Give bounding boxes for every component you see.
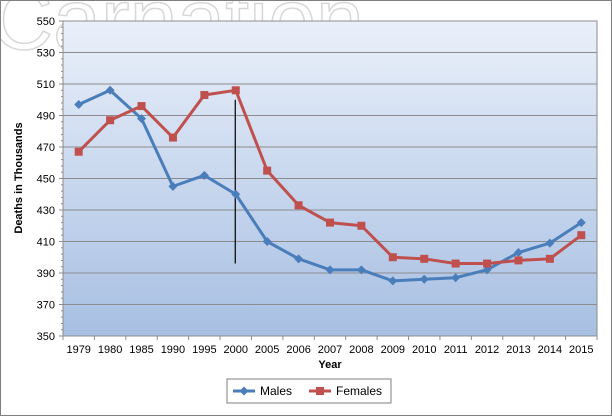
data-point-females: [74, 147, 83, 156]
x-tick-label: 2013: [506, 344, 530, 356]
legend-label-females: Females: [336, 384, 382, 398]
data-point-males: [74, 99, 84, 109]
data-point-males: [325, 265, 335, 275]
data-point-females: [263, 166, 272, 175]
y-axis: 350 370 390 410 430 450 470 490 510 530 550: [37, 16, 63, 343]
y-tick-label: 510: [37, 79, 55, 91]
data-point-males: [419, 274, 429, 284]
x-tick-label: 1979: [66, 344, 90, 356]
data-point-females: [577, 231, 586, 240]
data-point-males: [199, 170, 209, 180]
data-point-males: [482, 265, 492, 275]
data-point-females: [357, 221, 366, 230]
y-tick-label: 470: [37, 142, 55, 154]
data-point-males: [356, 265, 366, 275]
data-point-females: [514, 256, 523, 265]
x-tick-label: 2015: [569, 344, 593, 356]
data-point-females: [420, 254, 429, 263]
data-point-males: [451, 273, 461, 283]
data-point-females: [168, 133, 177, 142]
data-point-males: [513, 248, 523, 258]
data-point-males: [262, 237, 272, 246]
data-point-females: [388, 253, 397, 262]
y-axis-title: Deaths in Thousands: [13, 122, 25, 233]
x-tick-label: 2012: [475, 344, 499, 356]
data-point-females: [231, 86, 240, 95]
legend-marker-females: [316, 387, 324, 395]
data-point-males: [576, 218, 586, 228]
x-tick-label: 2010: [412, 344, 436, 356]
y-tick-label: 490: [37, 111, 55, 123]
data-point-females: [200, 91, 209, 100]
data-point-males: [294, 254, 304, 264]
legend-label-males: Males: [260, 384, 292, 398]
y-tick-label: 550: [37, 16, 55, 28]
x-tick-label: 2000: [224, 344, 248, 356]
data-point-males: [137, 114, 147, 124]
y-tick-label: 410: [37, 237, 55, 249]
data-point-females: [137, 102, 146, 111]
x-tick-label: 1980: [98, 344, 122, 356]
data-point-males: [168, 181, 178, 191]
series-males: [74, 85, 586, 286]
data-point-males: [231, 189, 241, 199]
data-point-females: [483, 259, 492, 268]
x-tick-label: 1985: [129, 344, 153, 356]
data-point-males: [105, 85, 115, 95]
x-tick-label: 2009: [381, 344, 405, 356]
data-point-females: [545, 254, 554, 263]
x-tick-label: 2014: [538, 344, 562, 356]
data-point-males: [545, 238, 555, 248]
y-tick-label: 370: [37, 300, 55, 312]
x-tick-label: 1990: [161, 344, 185, 356]
series-females: [74, 86, 586, 268]
legend-marker-males: [239, 386, 249, 396]
data-point-males: [388, 276, 398, 286]
x-tick-label: 2008: [349, 344, 373, 356]
x-tick-label: 2007: [318, 344, 342, 356]
data-point-females: [294, 201, 303, 210]
data-point-females: [451, 259, 460, 268]
x-axis-title: Year: [318, 359, 342, 371]
series-layer: [74, 85, 586, 286]
x-tick-label: 1995: [192, 344, 216, 356]
y-tick-label: 430: [37, 205, 55, 217]
x-axis: 1979 1980 1985 1990 1995 2000 2005 2006 2007 2008…: [62, 336, 598, 356]
y-tick-label: 390: [37, 268, 55, 280]
x-tick-label: 2005: [255, 344, 279, 356]
y-tick-label: 530: [37, 48, 55, 60]
y-tick-label: 450: [37, 174, 55, 186]
x-tick-label: 2011: [444, 344, 468, 356]
data-point-females: [326, 218, 334, 227]
y-tick-label: 350: [37, 331, 55, 343]
legend: Males Females: [226, 378, 392, 404]
data-point-females: [106, 116, 115, 125]
x-tick-label: 2006: [286, 344, 310, 356]
